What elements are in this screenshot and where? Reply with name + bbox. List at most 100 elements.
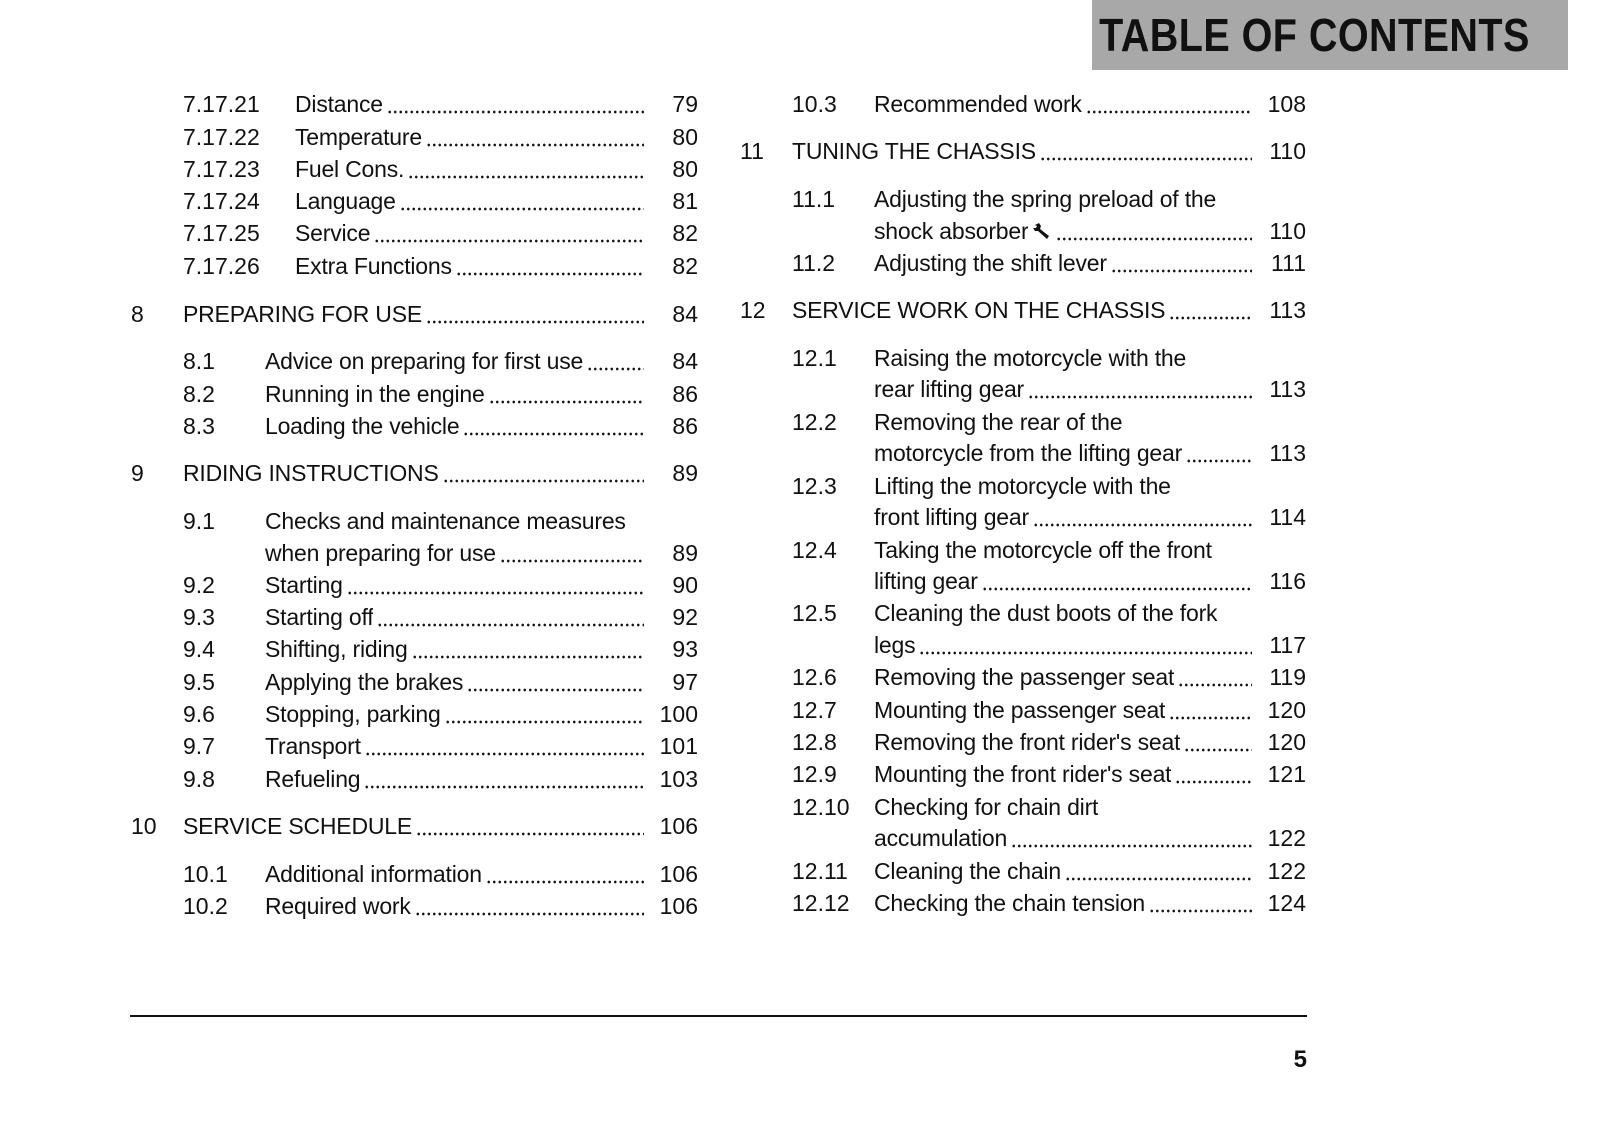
toc-entry[interactable]: 9.7 Transport 101 <box>131 731 698 761</box>
toc-entry[interactable]: 7.17.22 Temperature 80 <box>131 122 698 152</box>
toc-entry[interactable]: 12.4 Taking the motorcycle off the front <box>740 535 1306 565</box>
entry-page-number: 92 <box>672 604 698 630</box>
entry-title: shock absorber <box>874 218 1029 244</box>
entry-number: 12.6 <box>792 664 837 690</box>
entry-page-number: 113 <box>1269 440 1306 466</box>
toc-entry[interactable]: 9.3 Starting off 92 <box>131 602 698 632</box>
toc-entry[interactable]: 9.4 Shifting, riding 93 <box>131 634 698 664</box>
entry-title: Raising the motorcycle with the <box>874 345 1187 371</box>
toc-entry[interactable]: 12.11 Cleaning the chain 122 <box>740 856 1306 886</box>
entry-body: rear lifting gear 113 <box>874 374 1306 404</box>
dot-leader <box>1011 823 1252 853</box>
toc-entry[interactable]: 7.17.21 Distance 79 <box>131 89 698 119</box>
toc-entry[interactable]: 8.2 Running in the engine 86 <box>131 379 698 409</box>
toc-entry[interactable]: 12 SERVICE WORK ON THE CHASSIS 113 <box>740 295 1306 325</box>
toc-entry[interactable]: front lifting gear 114 <box>740 502 1306 532</box>
toc-entry[interactable]: 9.2 Starting 90 <box>131 570 698 600</box>
entry-number: 9.4 <box>183 636 215 662</box>
toc-entry[interactable]: 8.1 Advice on preparing for first use 84 <box>131 346 698 376</box>
toc-entry[interactable]: 12.7 Mounting the passenger seat 120 <box>740 695 1306 725</box>
entry-title: Cleaning the dust boots of the fork <box>874 600 1218 626</box>
entry-body: accumulation 122 <box>874 823 1306 853</box>
toc-entry[interactable]: 11.1 Adjusting the spring preload of the <box>740 184 1306 214</box>
dot-leader <box>1148 888 1252 918</box>
entry-title: Checking the chain tension <box>874 890 1145 916</box>
toc-entry[interactable]: 12.2 Removing the rear of the <box>740 407 1306 437</box>
entry-number: 7.17.21 <box>183 91 260 117</box>
toc-entry[interactable]: motorcycle from the lifting gear 113 <box>740 438 1306 468</box>
toc-entry[interactable]: 12.9 Mounting the front rider's seat 121 <box>740 759 1306 789</box>
toc-entry[interactable]: 8 PREPARING FOR USE 84 <box>131 299 698 329</box>
entry-page-number: 111 <box>1271 250 1306 276</box>
entry-page-number: 80 <box>672 156 698 182</box>
entry-number: 12.9 <box>792 761 837 787</box>
toc-entry[interactable]: 8.3 Loading the vehicle 86 <box>131 411 698 441</box>
entry-body: legs 117 <box>874 630 1306 660</box>
entry-title: Recommended work <box>874 91 1082 117</box>
entry-number: 12.5 <box>792 600 837 626</box>
section-header: TABLE OF CONTENTS <box>1092 0 1568 70</box>
toc-entry[interactable]: 12.5 Cleaning the dust boots of the fork <box>740 598 1306 628</box>
entry-page-number: 110 <box>1269 218 1306 244</box>
entry-body: Raising the motorcycle with the <box>874 343 1306 373</box>
toc-entry[interactable]: 11.2 Adjusting the shift lever 111 <box>740 248 1306 278</box>
dot-leader <box>374 218 644 248</box>
dot-leader <box>485 859 644 889</box>
entry-title: legs <box>874 632 916 658</box>
entry-number: 9 <box>131 460 144 486</box>
entry-number: 9.7 <box>183 733 215 759</box>
dot-leader <box>1064 856 1252 886</box>
toc-entry[interactable]: 7.17.23 Fuel Cons. 80 <box>131 154 698 184</box>
toc-entry[interactable]: 9.8 Refueling 103 <box>131 764 698 794</box>
entry-page-number: 110 <box>1269 138 1306 164</box>
toc-entry[interactable]: 11 TUNING THE CHASSIS 110 <box>740 136 1306 166</box>
toc-entry[interactable]: 12.3 Lifting the motorcycle with the <box>740 471 1306 501</box>
entry-page-number: 80 <box>672 124 698 150</box>
toc-entry[interactable]: 10.1 Additional information 106 <box>131 859 698 889</box>
page-number: 5 <box>1293 1046 1307 1073</box>
entry-page-number: 113 <box>1269 297 1306 323</box>
dot-leader <box>1169 295 1252 325</box>
toc-entry[interactable]: 7.17.24 Language 81 <box>131 186 698 216</box>
entry-title: RIDING INSTRUCTIONS <box>183 460 439 486</box>
toc-entry[interactable]: 12.12 Checking the chain tension 124 <box>740 888 1306 918</box>
toc-entry[interactable]: rear lifting gear 113 <box>740 374 1306 404</box>
toc-entry[interactable]: when preparing for use 89 <box>131 538 698 568</box>
dot-leader <box>442 458 644 488</box>
entry-body: Required work 106 <box>265 891 698 921</box>
dot-leader <box>386 89 644 119</box>
toc-entry[interactable]: 12.1 Raising the motorcycle with the <box>740 343 1306 373</box>
entry-title: rear lifting gear <box>874 376 1025 402</box>
toc-entry[interactable]: 10 SERVICE SCHEDULE 106 <box>131 811 698 841</box>
entry-title: Distance <box>295 91 383 117</box>
toc-entry[interactable]: 10.3 Recommended work 108 <box>740 89 1306 119</box>
entry-page-number: 121 <box>1267 761 1306 787</box>
entry-number: 8 <box>131 301 144 327</box>
entry-page-number: 120 <box>1267 697 1306 723</box>
dot-leader <box>488 379 644 409</box>
toc-entry[interactable]: shock absorber 110 <box>740 216 1306 246</box>
toc-entry[interactable]: 12.6 Removing the passenger seat 119 <box>740 662 1306 692</box>
toc-entry[interactable]: 9.1 Checks and maintenance measures <box>131 506 698 536</box>
toc-entry[interactable]: 9 RIDING INSTRUCTIONS 89 <box>131 458 698 488</box>
entry-body: Recommended work 108 <box>874 89 1306 119</box>
toc-entry[interactable]: 12.10 Checking for chain dirt <box>740 792 1306 822</box>
toc-entry[interactable]: 9.6 Stopping, parking 100 <box>131 699 698 729</box>
entry-body: SERVICE SCHEDULE 106 <box>183 811 698 841</box>
toc-entry[interactable]: 7.17.25 Service 82 <box>131 218 698 248</box>
entry-page-number: 101 <box>659 733 698 759</box>
toc-entry[interactable]: 10.2 Required work 106 <box>131 891 698 921</box>
entry-title: Refueling <box>265 766 361 792</box>
toc-entry[interactable]: 7.17.26 Extra Functions 82 <box>131 251 698 281</box>
entry-body: Refueling 103 <box>265 764 698 794</box>
entry-title: Advice on preparing for first use <box>265 348 584 374</box>
toc-entry[interactable]: legs 117 <box>740 630 1306 660</box>
footer-rule <box>130 1015 1307 1017</box>
toc-entry[interactable]: 9.5 Applying the brakes 97 <box>131 667 698 697</box>
toc-entry[interactable]: accumulation 122 <box>740 823 1306 853</box>
toc-entry[interactable]: lifting gear 116 <box>740 566 1306 596</box>
dot-leader <box>455 251 644 281</box>
entry-body: Starting off 92 <box>265 602 698 632</box>
toc-entry[interactable]: 12.8 Removing the front rider's seat 120 <box>740 727 1306 757</box>
entry-body: Adjusting the spring preload of the <box>874 184 1306 214</box>
